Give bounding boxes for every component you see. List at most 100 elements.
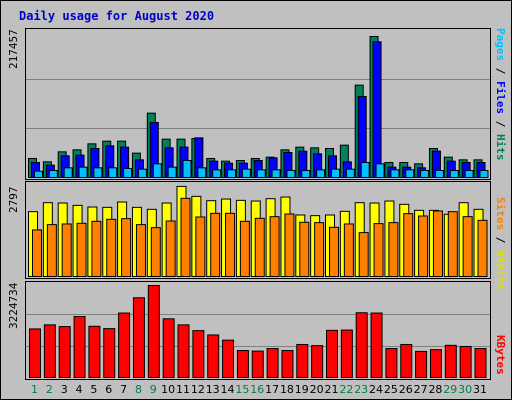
- day-label-26: 26: [398, 383, 413, 396]
- legend-pages: Pages: [494, 28, 507, 62]
- sites-bar-11: [180, 197, 191, 278]
- pages-bar-25: [390, 169, 400, 178]
- bot-axis-max-label: 3224734: [7, 282, 20, 329]
- day-label-3: 3: [60, 383, 68, 396]
- pages-bar-11: [182, 159, 192, 179]
- pages-bar-12: [197, 167, 207, 178]
- day-label-17: 17: [265, 383, 280, 396]
- kbytes-bar-24: [370, 312, 383, 379]
- kbytes-bar-28: [429, 349, 442, 379]
- bot-legend: KBytes: [494, 335, 507, 375]
- pages-bar-6: [108, 167, 118, 178]
- sites-bar-18: [284, 213, 295, 277]
- sites-bar-23: [358, 232, 369, 277]
- day-label-8: 8: [134, 383, 142, 396]
- kbytes-bar-7: [118, 312, 131, 379]
- pages-bar-8: [137, 168, 147, 179]
- pages-bar-16: [256, 169, 266, 178]
- pages-bar-15: [241, 168, 251, 179]
- sites-bar-13: [210, 212, 221, 278]
- hits-files-pages-plot: [26, 35, 490, 179]
- legend-files: Files: [494, 81, 507, 115]
- kbytes-bar-11: [177, 324, 190, 378]
- sites-bar-4: [76, 222, 87, 277]
- kbytes-bar-5: [88, 325, 101, 378]
- day-label-29: 29: [443, 383, 458, 396]
- sites-bar-6: [106, 218, 117, 277]
- legend-sites: Sites: [494, 197, 507, 231]
- top-axis-max-label: 217457: [7, 29, 20, 69]
- pages-bar-30: [464, 169, 474, 178]
- day-label-6: 6: [105, 383, 113, 396]
- kbytes-bar-27: [415, 350, 428, 378]
- kbytes-bar-22: [340, 329, 353, 378]
- pages-bar-9: [152, 163, 162, 178]
- day-label-22: 22: [339, 383, 354, 396]
- sites-bar-21: [329, 226, 339, 277]
- kbytes-bar-25: [385, 348, 398, 378]
- sites-bar-10: [165, 220, 176, 277]
- sites-bar-12: [195, 216, 206, 277]
- sites-bar-2: [46, 224, 57, 277]
- kbytes-bar-9: [147, 285, 160, 378]
- mid-legend: Sites / Visits: [494, 197, 507, 290]
- kbytes-bar-15: [236, 350, 249, 378]
- mid-axis-max-label: 2797: [7, 186, 20, 214]
- kbytes-bar-13: [207, 334, 220, 378]
- kbytes-bar-1: [29, 328, 41, 378]
- kbytes-bar-30: [459, 345, 472, 379]
- sites-bar-22: [343, 223, 354, 277]
- sites-bar-1: [32, 229, 42, 277]
- pages-bar-26: [405, 169, 415, 178]
- sites-bar-24: [373, 223, 384, 277]
- day-label-13: 13: [205, 383, 220, 396]
- pages-bar-18: [286, 169, 296, 178]
- kbytes-panel: [25, 281, 491, 380]
- day-label-12: 12: [190, 383, 205, 396]
- pages-bar-28: [434, 169, 444, 178]
- pages-bar-14: [227, 169, 237, 178]
- day-label-24: 24: [369, 383, 384, 396]
- kbytes-bar-21: [326, 329, 338, 378]
- pages-bar-4: [78, 166, 88, 179]
- legend-kbytes: KBytes: [494, 335, 507, 375]
- pages-bar-22: [345, 168, 355, 179]
- day-label-21: 21: [324, 383, 339, 396]
- day-label-16: 16: [250, 383, 265, 396]
- pages-bar-1: [34, 170, 43, 179]
- legend-sep-3: /: [494, 230, 507, 250]
- day-label-30: 30: [458, 383, 473, 396]
- sites-bar-16: [254, 217, 265, 277]
- sites-bar-17: [269, 216, 280, 277]
- legend-visits: Visits: [494, 250, 507, 290]
- day-label-28: 28: [428, 383, 443, 396]
- day-label-20: 20: [309, 383, 324, 396]
- sites-bar-28: [432, 210, 443, 278]
- kbytes-bar-29: [444, 344, 457, 378]
- kbytes-bar-10: [162, 318, 175, 378]
- kbytes-bar-19: [296, 343, 309, 378]
- pages-bar-2: [48, 169, 58, 178]
- pages-bar-5: [93, 167, 103, 178]
- day-label-27: 27: [413, 383, 428, 396]
- pages-bar-7: [123, 167, 133, 178]
- visits-sites-panel: [25, 181, 491, 279]
- kbytes-bar-23: [355, 312, 368, 378]
- sites-bar-15: [239, 220, 250, 277]
- kbytes-bar-20: [311, 345, 324, 379]
- sites-bar-31: [477, 219, 488, 277]
- kbytes-bar-18: [281, 350, 294, 378]
- day-label-5: 5: [90, 383, 98, 396]
- legend-sep-1: /: [494, 61, 507, 81]
- kbytes-bar-4: [73, 315, 86, 378]
- day-label-14: 14: [220, 383, 235, 396]
- sites-bar-27: [418, 215, 429, 277]
- day-label-23: 23: [354, 383, 369, 396]
- kbytes-bar-16: [251, 350, 264, 379]
- kbytes-bar-17: [266, 348, 279, 378]
- day-label-11: 11: [176, 383, 190, 396]
- day-label-25: 25: [383, 383, 398, 396]
- sites-bar-8: [135, 224, 146, 277]
- kbytes-bar-8: [132, 297, 145, 378]
